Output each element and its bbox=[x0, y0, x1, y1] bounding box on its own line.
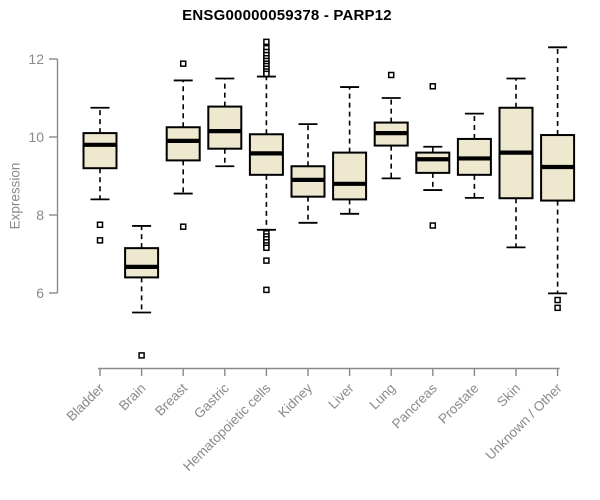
outlier-hematopoietic-cells bbox=[263, 244, 270, 252]
outlier-pancreas bbox=[429, 222, 437, 229]
y-tick-label: 10 bbox=[28, 129, 44, 145]
x-tick-label-breast: Breast bbox=[152, 380, 190, 418]
y-tick-label: 12 bbox=[28, 51, 44, 67]
box-gastric bbox=[207, 105, 243, 150]
outlier-unknown-other bbox=[554, 296, 561, 304]
x-tick-label-bladder: Bladder bbox=[64, 380, 108, 424]
x-tick-label-liver: Liver bbox=[325, 380, 357, 412]
box-breast bbox=[165, 126, 201, 162]
outlier-lung bbox=[387, 71, 395, 79]
outlier-hematopoietic-cells bbox=[263, 257, 270, 264]
chart-title: ENSG00000059378 - PARP12 bbox=[182, 7, 392, 24]
x-tick-label-unknown-other: Unknown / Other bbox=[482, 380, 565, 463]
outlier-breast bbox=[179, 60, 187, 67]
box-pancreas bbox=[415, 151, 451, 174]
x-tick-label-lung: Lung bbox=[366, 381, 398, 413]
y-tick-label: 8 bbox=[36, 207, 44, 223]
y-tick-label: 6 bbox=[36, 285, 44, 301]
x-tick-label-gastric: Gastric bbox=[191, 380, 232, 421]
outlier-brain bbox=[138, 352, 145, 359]
outlier-hematopoietic-cells bbox=[263, 286, 270, 294]
box-liver bbox=[332, 151, 368, 201]
box-bladder bbox=[82, 132, 118, 170]
outlier-breast bbox=[179, 223, 187, 230]
x-tick-label-brain: Brain bbox=[116, 381, 149, 414]
outlier-pancreas bbox=[429, 83, 437, 90]
outlier-hematopoietic-cells bbox=[263, 38, 270, 46]
x-tick-label-kidney: Kidney bbox=[275, 380, 315, 420]
x-tick-label-prostate: Prostate bbox=[435, 381, 481, 427]
box-brain bbox=[124, 247, 160, 279]
outlier-hematopoietic-cells bbox=[263, 70, 270, 78]
x-tick-label-pancreas: Pancreas bbox=[389, 380, 440, 431]
x-tick-label-skin: Skin bbox=[494, 381, 523, 410]
outlier-unknown-other bbox=[554, 304, 561, 312]
outlier-bladder bbox=[96, 221, 104, 228]
outlier-bladder bbox=[96, 237, 104, 244]
